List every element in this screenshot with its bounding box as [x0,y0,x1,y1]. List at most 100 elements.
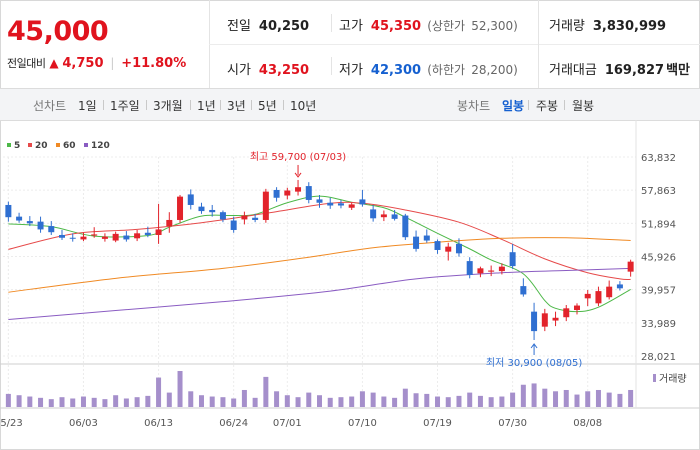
volume-bar [241,389,247,407]
candle-body [177,196,184,220]
volume-bar [5,393,11,407]
candle-body [455,243,462,254]
legend-label-ma120: 120 [91,141,110,151]
grid-lines [3,156,636,408]
current-price: 45,000 [7,16,109,47]
toolbar-divider [283,100,284,110]
candle-body [112,233,119,241]
candle-body [144,232,151,235]
volume-bar [585,391,591,407]
open-price: 시가 43,250 [227,59,309,78]
volume-bar [284,395,290,407]
volume-value: 3,830,999 [592,19,667,34]
candle-body [477,268,484,274]
upper-limit-label: (상한가 [427,19,466,33]
candle-body [327,202,334,206]
candle-chart-header: 봉차트 [457,99,491,113]
candle-body [498,266,505,272]
volume-bar [27,396,33,407]
period-tab-3m[interactable]: 3개월 [153,99,183,113]
candle-body [262,191,269,220]
volume-bar [177,371,183,407]
candle-body [413,236,420,249]
volume-bar [477,395,483,407]
candle-body [26,221,33,224]
high-price: 고가 45,350 (상한가 52,300) [339,15,518,34]
period-tab-10y[interactable]: 10년 [290,99,317,113]
volume-bar [156,377,162,407]
ma120-line [8,267,631,320]
ma5-line [8,195,631,313]
quote-row-divider [209,44,700,45]
candle-body [595,291,602,304]
volume-bar [220,397,226,407]
candle-body [134,233,141,239]
volume-bar [574,394,580,407]
volume-bar [166,392,172,407]
volume-bar [542,388,548,407]
volume-bar [252,397,258,407]
candle-body [541,313,548,327]
volume: 거래량 3,830,999 [549,15,666,34]
stock-chart: 63,832 57,863 51,894 45,926 39,957 33,989 28,0… [0,120,700,429]
candle-body [209,209,216,213]
volume-bar [392,397,398,407]
candle-tab-monthly[interactable]: 월봉 [572,99,595,113]
volume-bar [231,398,237,407]
candle-body [69,237,76,239]
prev-close: 전일 40,250 [227,15,309,34]
toolbar-divider [528,100,529,110]
volume-bar [209,396,215,407]
candle-body [370,209,377,219]
candle-body [445,246,452,252]
low-value: 42,300 [370,63,422,78]
candle-body [295,187,302,192]
candle-body [348,204,355,208]
candle-body [48,226,55,233]
volume-bar [467,392,473,407]
candle-tab-daily[interactable]: 일봉 [502,99,525,113]
volume-bar [80,396,86,407]
candle-body [37,221,44,230]
candle-body [316,199,323,203]
candle-body [531,311,538,332]
x-tick-label: 06/24 [219,418,248,429]
candle-body [520,286,527,295]
candle-body [627,261,634,272]
volume-bar [435,396,441,407]
candle-body [509,252,516,267]
toolbar-divider [564,100,565,110]
volume-bar [595,389,601,407]
candle-body [80,236,87,240]
x-tick-label: 07/01 [273,418,302,429]
period-tab-3y[interactable]: 3년 [227,99,246,113]
volume-bar [499,396,505,407]
legend-swatch-ma5 [7,143,11,147]
candle-tab-weekly[interactable]: 주봉 [536,99,559,113]
candle-body [423,235,430,241]
quote-col-divider [331,14,332,32]
up-arrow-icon: ▲ [49,56,59,70]
volume-bar [91,397,97,407]
high-value: 45,350 [370,19,422,34]
candle-body [563,308,570,318]
period-tab-1y[interactable]: 1년 [197,99,216,113]
period-tab-1d[interactable]: 1일 [78,99,97,113]
x-tick-label: 05/23 [0,418,23,429]
period-tab-5y[interactable]: 5년 [258,99,277,113]
legend-swatch-ma60 [56,143,60,147]
trade-value-unit: 백만 [666,63,690,78]
lower-limit-label: (하한가 [427,63,466,77]
volume-bar [327,397,333,407]
candle-body [552,317,559,321]
x-tick-label: 07/10 [348,418,377,429]
period-tab-1w[interactable]: 1주일 [110,99,140,113]
candle-body [101,236,108,239]
high-annotation: 최고 59,700 (07/03) [250,151,346,163]
x-tick-label: 07/30 [498,418,527,429]
price-change: 전일대비 ▲ 4,750 | +11.80% [7,55,186,71]
volume-bar [424,393,430,407]
open-label: 시가 [227,63,251,78]
candle-body [380,214,387,218]
quote-col-divider [331,57,332,75]
